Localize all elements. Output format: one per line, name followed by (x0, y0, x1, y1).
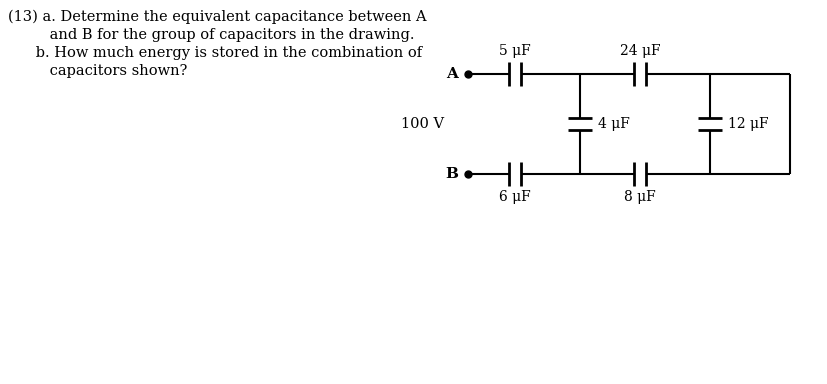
Text: 24 μF: 24 μF (619, 44, 660, 58)
Text: 6 μF: 6 μF (500, 190, 531, 204)
Text: B: B (445, 167, 458, 181)
Text: 5 μF: 5 μF (500, 44, 531, 58)
Text: (13) a. Determine the equivalent capacitance between A: (13) a. Determine the equivalent capacit… (8, 10, 427, 25)
Text: 4 μF: 4 μF (598, 117, 630, 131)
Text: 8 μF: 8 μF (624, 190, 656, 204)
Text: and B for the group of capacitors in the drawing.: and B for the group of capacitors in the… (8, 28, 414, 42)
Text: 12 μF: 12 μF (728, 117, 768, 131)
Text: 100 V: 100 V (401, 117, 445, 131)
Text: A: A (446, 67, 458, 81)
Text: b. How much energy is stored in the combination of: b. How much energy is stored in the comb… (8, 46, 422, 60)
Text: capacitors shown?: capacitors shown? (8, 64, 188, 78)
